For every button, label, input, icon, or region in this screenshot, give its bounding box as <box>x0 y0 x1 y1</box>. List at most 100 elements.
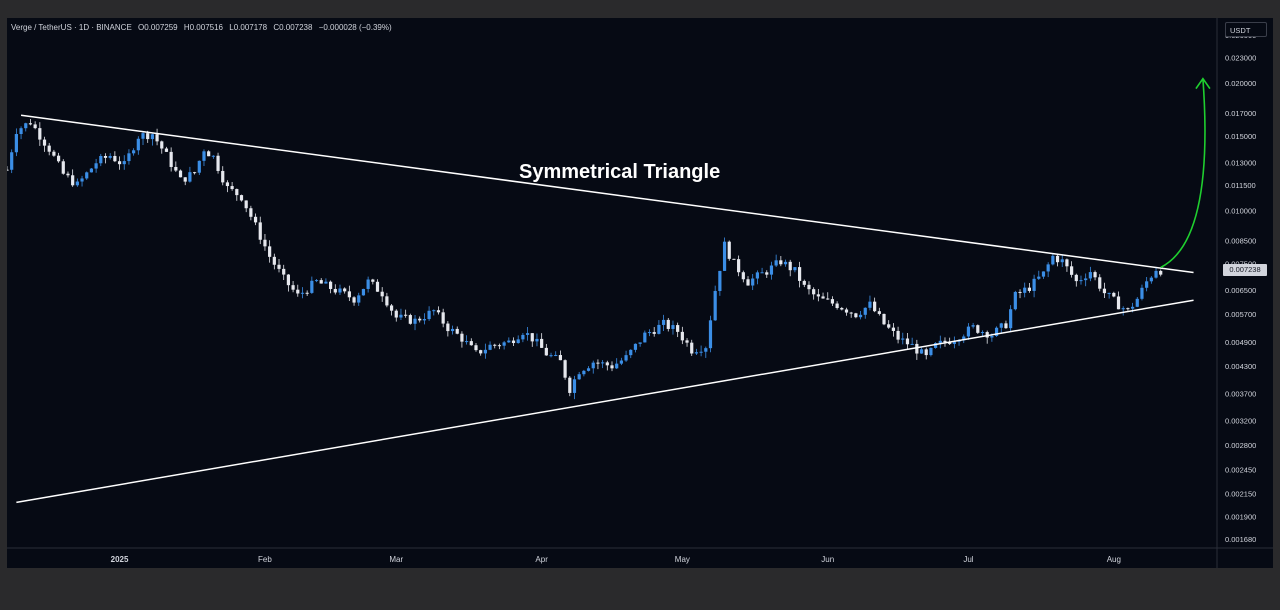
candle-body <box>507 340 511 343</box>
candle-body <box>310 280 314 293</box>
candle-body <box>399 314 403 318</box>
candle-body <box>629 349 633 356</box>
candle-body <box>1098 277 1102 289</box>
candle-body <box>934 343 938 348</box>
y-tick-label: 0.001900 <box>1225 512 1256 521</box>
candle-body <box>33 124 37 129</box>
candle-body <box>394 310 398 318</box>
candle-body <box>474 345 478 351</box>
candle-body <box>52 151 56 156</box>
candle-body <box>624 355 628 361</box>
candle-body <box>404 314 408 316</box>
candle-body <box>450 328 455 332</box>
candle-body <box>844 309 849 313</box>
candle-body <box>854 313 858 318</box>
candle-body <box>469 341 473 346</box>
candle-body <box>577 374 581 380</box>
candle-body <box>727 241 731 259</box>
candle-body <box>263 239 267 247</box>
candle-body <box>136 138 140 151</box>
candle-body <box>633 343 638 350</box>
candle-body <box>1135 298 1139 307</box>
candle-body <box>239 195 244 201</box>
y-tick-label: 0.003700 <box>1225 390 1256 399</box>
candle-body <box>465 341 469 343</box>
candle-body <box>432 310 436 312</box>
candle-body <box>540 338 544 348</box>
x-tick-label: Jun <box>821 555 834 564</box>
candle-body <box>422 319 427 321</box>
candle-body <box>85 172 89 179</box>
y-tick-label: 0.006500 <box>1225 286 1256 295</box>
candle-body <box>389 305 394 311</box>
candle-body <box>244 200 248 209</box>
candle-body <box>160 141 164 149</box>
candle-body <box>1140 287 1144 299</box>
candle-body <box>999 323 1003 328</box>
candle-body <box>300 292 305 294</box>
candle-body <box>783 261 788 265</box>
candle-body <box>615 363 619 369</box>
candle-body <box>718 270 722 291</box>
candle-body <box>19 128 23 135</box>
price-chart[interactable]: 0.0260000.0230000.0200000.0170000.015000… <box>7 18 1273 568</box>
chart-frame[interactable]: 0.0260000.0230000.0200000.0170000.015000… <box>7 18 1273 568</box>
candle-body <box>268 246 272 257</box>
candle-body <box>601 362 605 364</box>
candle-body <box>980 332 985 334</box>
candle-body <box>990 335 994 338</box>
candle-body <box>1107 292 1111 294</box>
lower-trendline <box>16 299 1194 504</box>
candle-body <box>357 295 361 303</box>
currency-selector[interactable]: USDT <box>1225 22 1267 37</box>
symbol-name[interactable]: Verge / TetherUS · 1D · BINANCE <box>11 23 132 32</box>
candle-body <box>994 327 999 336</box>
candle-body <box>929 347 933 356</box>
candle-body <box>952 341 956 344</box>
candle-body <box>643 332 647 343</box>
candle-body <box>558 355 563 361</box>
candle-body <box>502 342 506 346</box>
candle-body <box>361 288 366 296</box>
x-tick-label: Aug <box>1107 555 1121 564</box>
candle-body <box>863 307 867 315</box>
candle-body <box>835 303 839 309</box>
candle-body <box>441 312 445 324</box>
candle-body <box>657 324 661 334</box>
candle-body <box>408 315 412 324</box>
candle-body <box>329 281 333 289</box>
candle-body <box>343 288 347 292</box>
candle-body <box>258 222 262 240</box>
candle-body <box>80 178 84 182</box>
candle-body <box>291 285 295 290</box>
candle-body <box>366 279 370 289</box>
candle-body <box>680 331 684 341</box>
candle-body <box>849 312 853 314</box>
symbol-header: Verge / TetherUS · 1D · BINANCE O0.00725… <box>11 23 396 32</box>
candle-body <box>352 297 356 303</box>
y-tick-label: 0.003200 <box>1225 416 1256 425</box>
candle-body <box>7 169 9 171</box>
candle-body <box>178 170 183 178</box>
candle-body <box>586 368 591 371</box>
candle-body <box>638 342 642 344</box>
y-tick-label: 0.015000 <box>1225 132 1256 141</box>
candle-body <box>868 301 872 308</box>
candle-body <box>793 267 797 271</box>
candle-body <box>28 123 33 125</box>
candle-body <box>966 326 971 337</box>
candle-body <box>919 349 924 354</box>
candle-body <box>1093 272 1097 278</box>
candle-body <box>66 173 70 176</box>
candle-body <box>779 260 783 265</box>
candle-body <box>530 333 534 342</box>
candle-body <box>1079 280 1083 282</box>
candle-body <box>71 175 75 186</box>
candle-body <box>207 151 211 157</box>
candle-body <box>591 362 595 369</box>
candle-body <box>802 280 806 285</box>
candle-body <box>338 288 342 293</box>
candle-body <box>1084 278 1088 281</box>
candle-body <box>479 350 483 354</box>
candle-body <box>418 318 422 321</box>
